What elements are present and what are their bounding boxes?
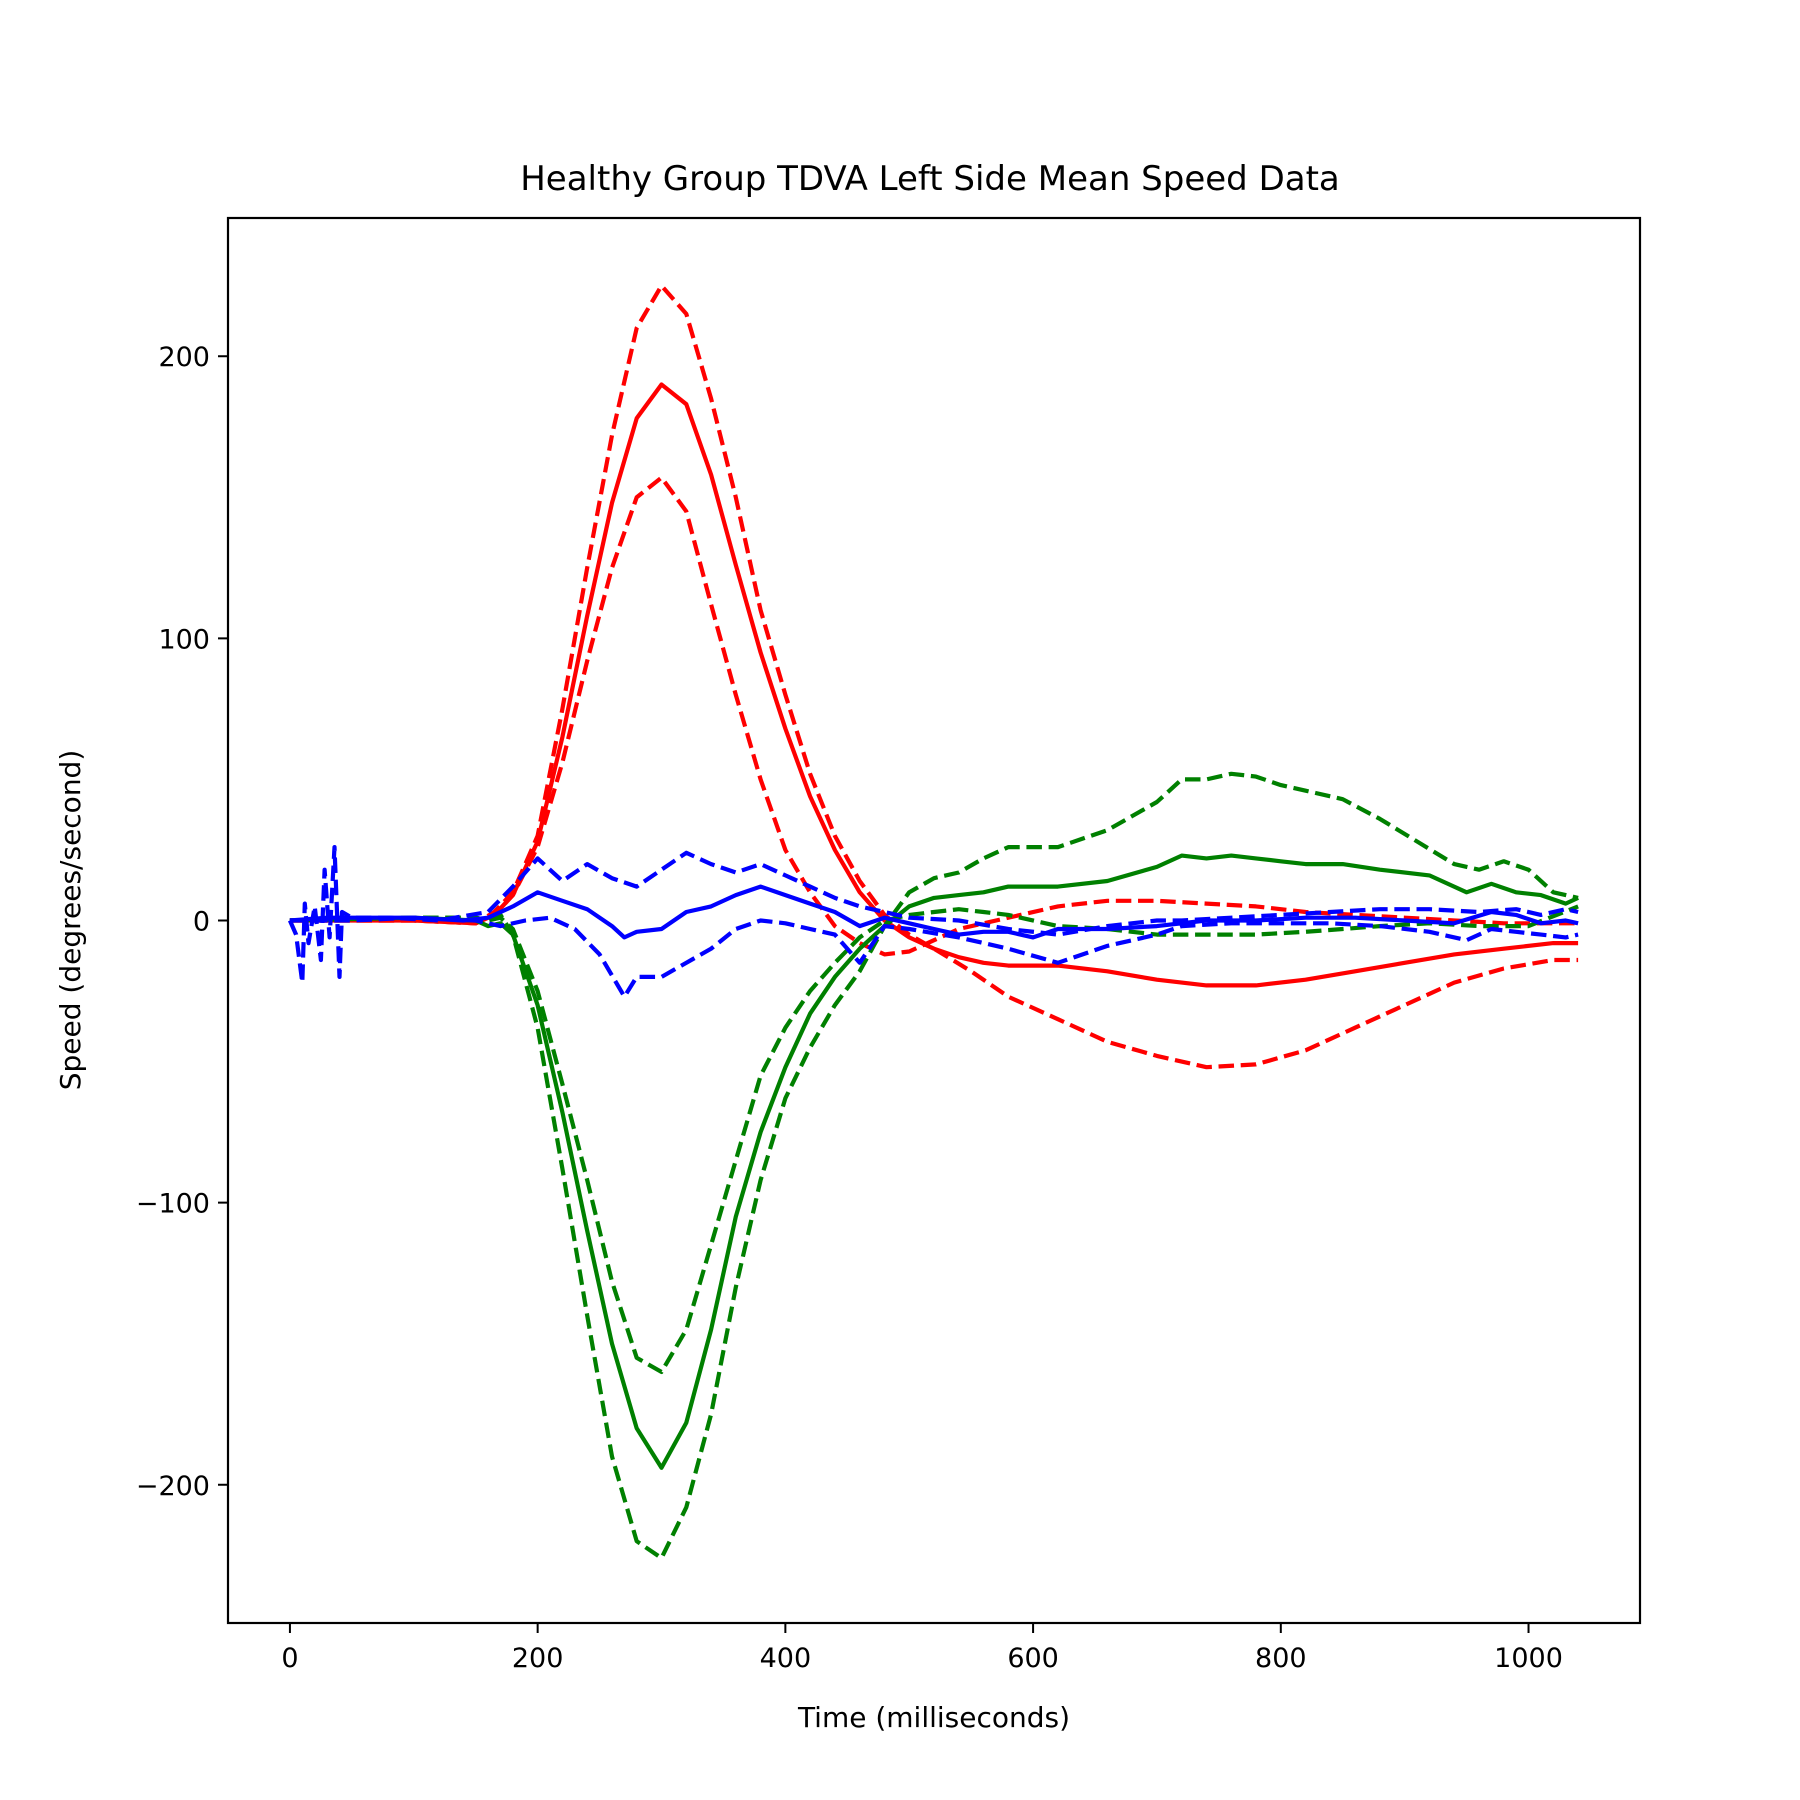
x-tick-label: 600	[1007, 1643, 1059, 1674]
series-line-2	[289, 283, 1579, 1070]
x-axis-label: Time (milliseconds)	[797, 1701, 1070, 1734]
series-line-9	[289, 915, 1579, 999]
x-tick-label: 1000	[1494, 1643, 1563, 1674]
series-line-4	[289, 853, 1579, 1470]
x-axis-ticks: 0 200 400 600 800 1000	[281, 1623, 1563, 1674]
y-tick-label: −100	[136, 1189, 210, 1220]
x-tick-label: 0	[281, 1643, 298, 1674]
y-axis-ticks: −200 −100 0 100 200	[136, 342, 228, 1502]
x-tick-label: 800	[1255, 1643, 1307, 1674]
x-tick-label: 200	[512, 1643, 564, 1674]
plot-lines	[287, 283, 1579, 1561]
y-axis-label: Speed (degrees/second)	[54, 750, 87, 1091]
chart-title: Healthy Group TDVA Left Side Mean Speed …	[520, 159, 1340, 199]
y-tick-label: −200	[136, 1471, 210, 1502]
series-line-3	[289, 475, 1579, 957]
y-tick-label: 0	[193, 907, 210, 938]
plot-frame	[226, 216, 1642, 1625]
series-line-6	[289, 904, 1579, 1374]
series-line-7	[289, 884, 1579, 940]
x-tick-label: 400	[760, 1643, 812, 1674]
y-tick-label: 100	[158, 624, 210, 655]
series-line-1	[289, 382, 1579, 988]
series-line-8	[287, 845, 1579, 985]
y-tick-label: 200	[158, 342, 210, 373]
series-line-5	[289, 771, 1579, 1561]
